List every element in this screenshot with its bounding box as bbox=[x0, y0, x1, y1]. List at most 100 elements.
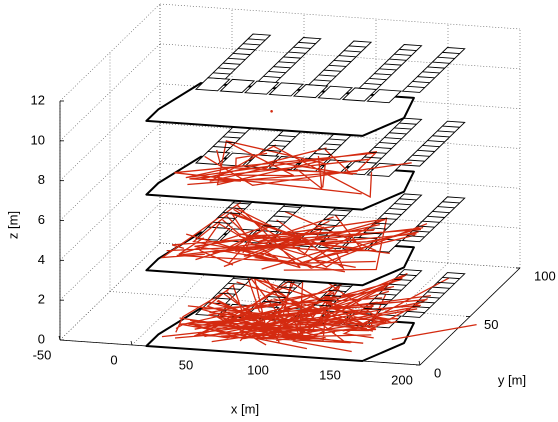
z-axis-label: z [m] bbox=[5, 211, 20, 239]
tower-room bbox=[394, 127, 412, 130]
tower-room bbox=[384, 212, 402, 215]
tower-room bbox=[232, 52, 251, 56]
tower-room bbox=[323, 219, 342, 222]
tower-room bbox=[263, 300, 281, 304]
tower-room bbox=[222, 62, 241, 65]
tower-room bbox=[227, 57, 246, 60]
grid-line bbox=[59, 83, 161, 181]
tower-room bbox=[232, 202, 251, 205]
z-tick-label: 12 bbox=[31, 92, 45, 107]
x-tick-label: -50 bbox=[33, 347, 52, 362]
room bbox=[366, 89, 403, 104]
tower-room bbox=[422, 71, 440, 74]
z-tick-label: 2 bbox=[38, 292, 45, 307]
tower-room bbox=[427, 291, 445, 294]
room bbox=[219, 78, 256, 93]
tower-room bbox=[389, 58, 407, 61]
tower-room bbox=[437, 206, 455, 209]
tower-room bbox=[328, 289, 347, 292]
floor bbox=[145, 258, 477, 362]
tower-room bbox=[432, 210, 450, 214]
trajectory bbox=[160, 201, 428, 273]
tower-room bbox=[247, 38, 266, 41]
y-axis-label: y [m] bbox=[498, 372, 526, 387]
grid-line bbox=[59, 123, 161, 221]
z-tick-label: 4 bbox=[38, 252, 45, 267]
tower-room bbox=[273, 139, 291, 142]
tower-room bbox=[384, 288, 402, 291]
tower-room bbox=[333, 59, 352, 63]
x-tick-label: 0 bbox=[110, 352, 117, 367]
tower-room bbox=[379, 293, 397, 296]
tower-room bbox=[417, 76, 435, 79]
grid-line bbox=[59, 43, 161, 142]
tower-room bbox=[313, 228, 332, 231]
trajectory bbox=[270, 109, 273, 113]
tower-room bbox=[328, 214, 347, 217]
tower-room bbox=[268, 296, 286, 299]
x-axis-label: x [m] bbox=[231, 401, 259, 416]
y-tick-label: 100 bbox=[534, 268, 556, 283]
tower-room bbox=[432, 135, 450, 138]
tower-room bbox=[442, 276, 460, 280]
tower-room bbox=[399, 48, 417, 52]
tower-room bbox=[263, 75, 281, 78]
grid-line bbox=[59, 202, 161, 301]
tower-room bbox=[384, 137, 402, 140]
tower-room bbox=[417, 225, 435, 228]
tower-room bbox=[432, 286, 450, 289]
tower-room bbox=[268, 220, 286, 223]
tower-room bbox=[412, 230, 430, 233]
tower-room bbox=[227, 207, 246, 210]
tower-room bbox=[369, 151, 387, 154]
room bbox=[292, 84, 329, 99]
tower-room bbox=[318, 223, 337, 226]
tower-room bbox=[412, 154, 430, 157]
tower-room bbox=[374, 222, 392, 225]
room bbox=[194, 150, 231, 165]
tower-room bbox=[417, 301, 435, 304]
grid-line bbox=[59, 163, 161, 261]
tower-room bbox=[227, 131, 246, 134]
tower-room bbox=[273, 215, 291, 218]
tower-room bbox=[288, 51, 306, 54]
tower-room bbox=[268, 144, 286, 147]
tower-room bbox=[323, 294, 342, 297]
y-tick-label: 0 bbox=[434, 365, 441, 380]
tower-room bbox=[242, 43, 261, 46]
tower-room bbox=[348, 45, 367, 48]
z-tick-label: 8 bbox=[38, 172, 45, 187]
tower-room bbox=[437, 130, 455, 133]
tower-room bbox=[442, 51, 460, 55]
tower-room bbox=[283, 56, 301, 59]
tower-room bbox=[333, 209, 352, 212]
tower-room bbox=[313, 153, 332, 156]
tower-room bbox=[394, 53, 412, 56]
tower-room bbox=[374, 298, 392, 301]
z-tick-label: 6 bbox=[38, 212, 45, 227]
tower-room bbox=[379, 142, 397, 145]
x-tick bbox=[130, 340, 133, 346]
tower-room bbox=[323, 143, 342, 146]
tower-room bbox=[278, 286, 296, 289]
room bbox=[317, 85, 354, 100]
tower-room bbox=[432, 61, 450, 64]
room bbox=[268, 82, 305, 97]
tower-room bbox=[227, 282, 246, 285]
tower-room bbox=[212, 72, 231, 75]
tower-room bbox=[407, 235, 425, 238]
x-tick-label: 200 bbox=[391, 372, 413, 387]
tower bbox=[206, 33, 272, 80]
tower bbox=[307, 40, 373, 87]
tower-room bbox=[399, 122, 417, 125]
tower-room bbox=[273, 291, 291, 294]
x-tick-label: 150 bbox=[319, 367, 341, 382]
tower-room bbox=[437, 56, 455, 59]
tower-room bbox=[422, 296, 440, 299]
tower-room bbox=[328, 64, 347, 67]
tower-room bbox=[374, 73, 392, 76]
tower-room bbox=[427, 140, 445, 143]
x-tick-label: 50 bbox=[179, 357, 193, 372]
tower-room bbox=[422, 145, 440, 148]
